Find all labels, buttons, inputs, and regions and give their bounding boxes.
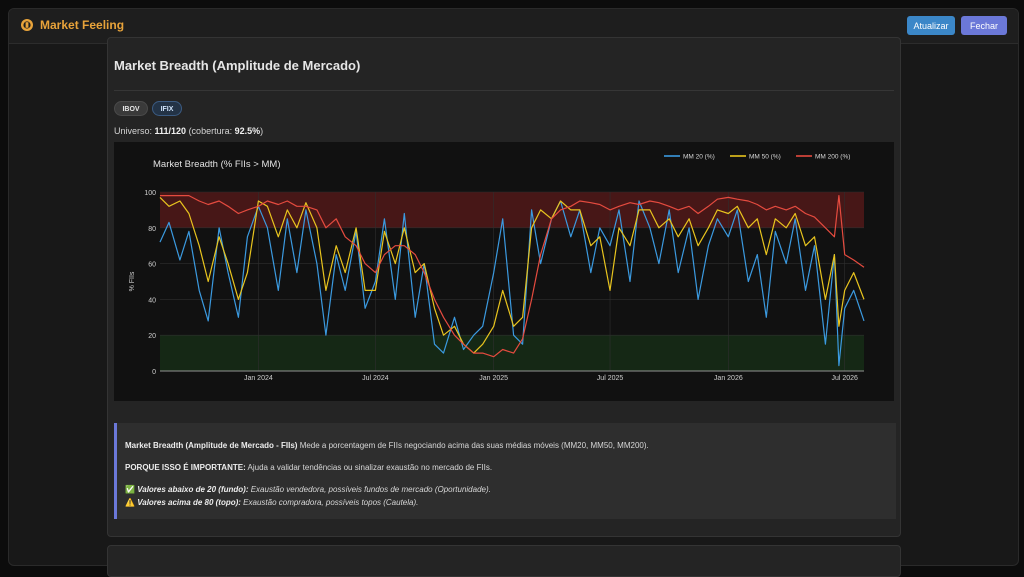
close-button[interactable]: Fechar <box>961 16 1007 35</box>
x-tick-label-5: Jul 2026 <box>831 375 858 382</box>
universe-info: Universo: 111/120 (cobertura: 92.5%) <box>114 126 263 136</box>
refresh-button[interactable]: Atualizar <box>907 16 955 35</box>
warning-icon: ⚠️ <box>125 498 135 507</box>
page-title: Market Breadth (Amplitude de Mercado) <box>114 58 361 73</box>
breadth-chart: 0 20 40 60 80 100 Jan 2024 Jul 2024 Jan 2025 Jul … <box>114 142 894 401</box>
check-icon: ✅ <box>125 485 135 494</box>
info-l3-text: Exaustão vendedora, possíveis fundos de … <box>248 485 491 494</box>
app-title: Market Feeling <box>40 18 125 32</box>
series-line-1 <box>159 196 865 354</box>
universe-count: 111/120 <box>154 126 187 136</box>
x-tick-label-0: Jan 2024 <box>244 375 273 382</box>
y-tick-label-20: 20 <box>148 333 156 340</box>
y-tick-label-60: 60 <box>148 262 156 269</box>
info-l1-bold: Market Breadth (Amplitude de Mercado - F… <box>125 441 298 450</box>
info-line-4: ⚠️ Valores acima de 80 (topo): Exaustão … <box>125 498 418 507</box>
info-l4-text: Exaustão compradora, possíveis topos (Ca… <box>240 498 419 507</box>
info-l1-text: Mede a porcentagem de FIIs negociando ac… <box>297 441 649 450</box>
info-l2-bold: PORQUE ISSO É IMPORTANTE: <box>125 463 246 472</box>
legend-label-0: MM 20 (%) <box>683 154 715 161</box>
tab-ifix[interactable]: IFIX <box>152 101 182 116</box>
y-tick-label-100: 100 <box>144 190 156 197</box>
market-breadth-card: Market Breadth (Amplitude de Mercado) IB… <box>107 37 901 537</box>
next-card <box>107 545 901 577</box>
brand: Market Feeling <box>20 18 124 32</box>
universe-suffix: ) <box>260 126 264 136</box>
universe-coverage: 92.5% <box>234 126 261 136</box>
info-line-3: ✅ Valores abaixo de 20 (fundo): Exaustão… <box>125 485 491 494</box>
y-tick-label-0: 0 <box>152 369 156 376</box>
y-tick-label-80: 80 <box>148 226 156 233</box>
zone-band-0 <box>160 192 864 228</box>
x-tick-label-4: Jan 2026 <box>714 375 743 382</box>
universe-prefix: Universo: <box>114 126 155 136</box>
info-line-2: PORQUE ISSO É IMPORTANTE: Ajuda a valida… <box>125 463 492 472</box>
x-tick-label-1: Jul 2024 <box>362 375 389 382</box>
legend-label-1: MM 50 (%) <box>749 154 781 161</box>
divider <box>114 90 894 91</box>
series-line-2 <box>160 195 865 358</box>
logo-icon <box>21 19 33 31</box>
info-l3-bold: Valores abaixo de 20 (fundo): <box>137 485 249 494</box>
legend-label-2: MM 200 (%) <box>815 154 850 161</box>
universe-mid: (cobertura: <box>186 126 235 136</box>
y-axis-label: % FIIs <box>129 271 136 291</box>
chart-svg: 0 20 40 60 80 100 Jan 2024 Jul 2024 Jan 2025 Jul … <box>129 154 865 382</box>
x-tick-label-3: Jul 2025 <box>597 375 624 382</box>
y-tick-label-40: 40 <box>148 297 156 304</box>
info-line-1: Market Breadth (Amplitude de Mercado - F… <box>125 441 649 450</box>
info-box: Market Breadth (Amplitude de Mercado - F… <box>114 423 896 519</box>
chart-title: Market Breadth (% FIIs > MM) <box>153 159 281 170</box>
tab-ibov[interactable]: IBOV <box>114 101 148 116</box>
info-l4-bold: Valores acima de 80 (topo): <box>137 498 241 507</box>
series-line-0 <box>159 200 865 367</box>
info-l2-text: Ajuda a validar tendências ou sinalizar … <box>245 463 493 472</box>
x-tick-label-2: Jan 2025 <box>479 375 508 382</box>
